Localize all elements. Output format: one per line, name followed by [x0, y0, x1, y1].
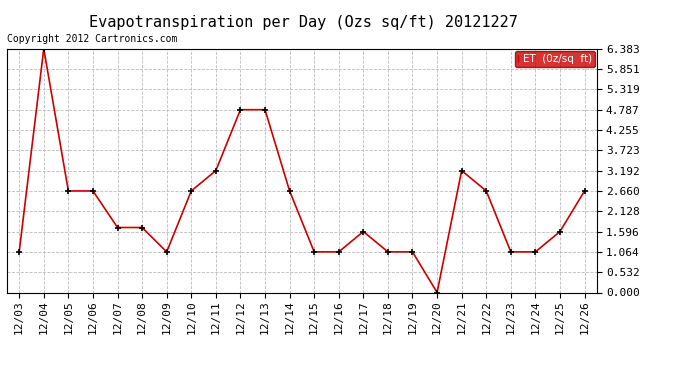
Legend: ET  (0z/sq  ft): ET (0z/sq ft) — [515, 51, 595, 67]
Text: Copyright 2012 Cartronics.com: Copyright 2012 Cartronics.com — [7, 34, 177, 44]
Text: Evapotranspiration per Day (Ozs sq/ft) 20121227: Evapotranspiration per Day (Ozs sq/ft) 2… — [89, 15, 518, 30]
